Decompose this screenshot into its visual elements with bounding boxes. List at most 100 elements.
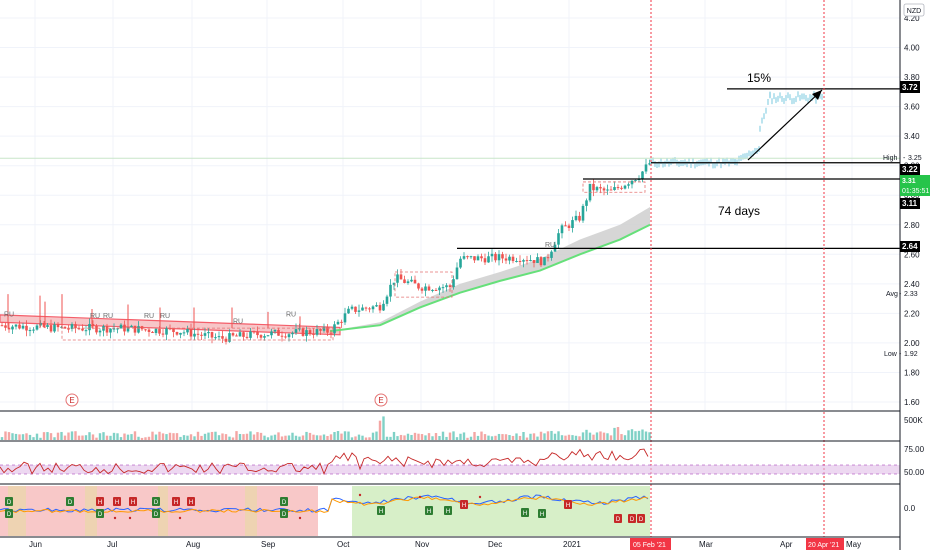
volume-bar — [88, 432, 91, 440]
volume-bar — [620, 434, 623, 440]
volume-bar — [385, 436, 389, 440]
zone-box — [582, 181, 646, 193]
volume-bar — [574, 435, 578, 440]
candle-body — [515, 260, 518, 262]
volume-bar — [84, 435, 88, 440]
earnings-marker[interactable]: E — [65, 393, 79, 407]
price-axis[interactable]: 4.204.003.803.603.403.203.002.802.602.40… — [904, 14, 920, 407]
date-marker-end-label: 20 Apr '21 — [806, 538, 844, 550]
volume-bar — [319, 435, 322, 440]
volume-bar — [361, 435, 364, 440]
candle-body — [375, 305, 378, 307]
osc-dot — [298, 516, 302, 520]
candle-body — [462, 256, 466, 259]
svg-text:E: E — [69, 396, 74, 405]
price-tick: 3.80 — [904, 73, 920, 82]
signal-badge: D — [614, 514, 622, 523]
signal-badge: H — [444, 506, 452, 515]
candle-body — [308, 330, 312, 334]
candle-body — [326, 327, 329, 333]
candle-body — [249, 331, 252, 338]
volume-bar — [599, 431, 602, 440]
signal-badge: H — [538, 509, 546, 518]
volume-bar — [308, 432, 312, 440]
volume-bar — [42, 432, 46, 440]
volume-bar — [305, 431, 308, 440]
volume-bar — [294, 435, 298, 440]
volume-bar — [326, 435, 329, 440]
volume-bar — [630, 429, 634, 440]
volume-bar — [476, 435, 480, 440]
candle-body — [560, 225, 564, 234]
earnings-marker[interactable]: E — [374, 393, 388, 407]
candle-body — [273, 329, 277, 332]
candle-body — [144, 329, 147, 331]
volume-bar — [522, 432, 525, 440]
volume-bar — [81, 435, 84, 440]
candle-body — [581, 205, 585, 221]
candle-body — [494, 253, 497, 261]
candle-body — [641, 171, 644, 179]
candle-body — [126, 327, 130, 332]
signal-badge: H — [187, 497, 195, 506]
volume-bar — [28, 434, 32, 440]
candle-body — [319, 329, 322, 331]
candle-body — [133, 325, 137, 333]
volume-bar — [627, 430, 630, 440]
candle-body — [578, 215, 581, 221]
time-tick: Mar — [699, 540, 713, 549]
currency-label[interactable]: NZD — [903, 3, 925, 17]
signal-badge: D — [5, 497, 13, 506]
candle-body — [459, 258, 462, 268]
candle-body — [46, 325, 49, 327]
candle-body — [231, 333, 235, 336]
time-tick: Apr — [780, 540, 793, 549]
candle-body — [214, 337, 217, 339]
volume-bar — [109, 435, 112, 440]
volume-bar — [585, 429, 588, 440]
volume-bar — [175, 433, 179, 440]
ma-grey-band — [330, 207, 650, 332]
candle-body — [0, 325, 4, 327]
candle-body — [417, 283, 420, 289]
candle-body — [609, 189, 613, 191]
candle-body — [32, 329, 35, 331]
volume-bar — [235, 431, 238, 440]
volume-bar — [49, 433, 53, 440]
svg-text:Low: Low — [884, 351, 898, 358]
time-axis[interactable]: Jun Jul Aug Sep Oct Nov Dec 2021 Mar Apr May — [29, 540, 861, 549]
price-tick: 1.80 — [904, 368, 920, 377]
volume-bar — [424, 435, 427, 440]
candle-body — [592, 183, 595, 191]
volume-bar — [137, 436, 140, 440]
volume-bar — [340, 433, 343, 440]
candle-body — [413, 279, 417, 284]
svg-text:H: H — [115, 500, 119, 506]
volume-bar — [21, 434, 25, 440]
rsi-tick-75: 75.00 — [904, 445, 925, 454]
volume-bar — [473, 431, 476, 440]
volume-bar — [18, 434, 21, 440]
candle-body — [469, 256, 473, 258]
candle-body — [543, 257, 546, 266]
price-tick: 4.00 — [904, 44, 920, 53]
candle-body — [476, 256, 480, 261]
volume-bar — [231, 437, 235, 440]
volume-bar — [214, 431, 217, 440]
volume-bar — [420, 434, 424, 440]
signal-badge: H — [425, 506, 433, 515]
svg-text:D: D — [98, 512, 103, 518]
osc-bg-band — [85, 486, 97, 536]
price-label-3-11: 3.11 — [900, 198, 920, 209]
candle-body — [420, 288, 424, 291]
price-tick: 2.80 — [904, 221, 920, 230]
candle-body — [21, 325, 25, 329]
svg-text:-: - — [903, 155, 906, 162]
volume-bar — [392, 431, 396, 440]
candle-body — [158, 328, 161, 334]
svg-text:3.31: 3.31 — [902, 178, 916, 185]
candle-body — [25, 325, 28, 331]
signal-badge: D — [637, 514, 645, 523]
candle-body — [431, 289, 434, 291]
